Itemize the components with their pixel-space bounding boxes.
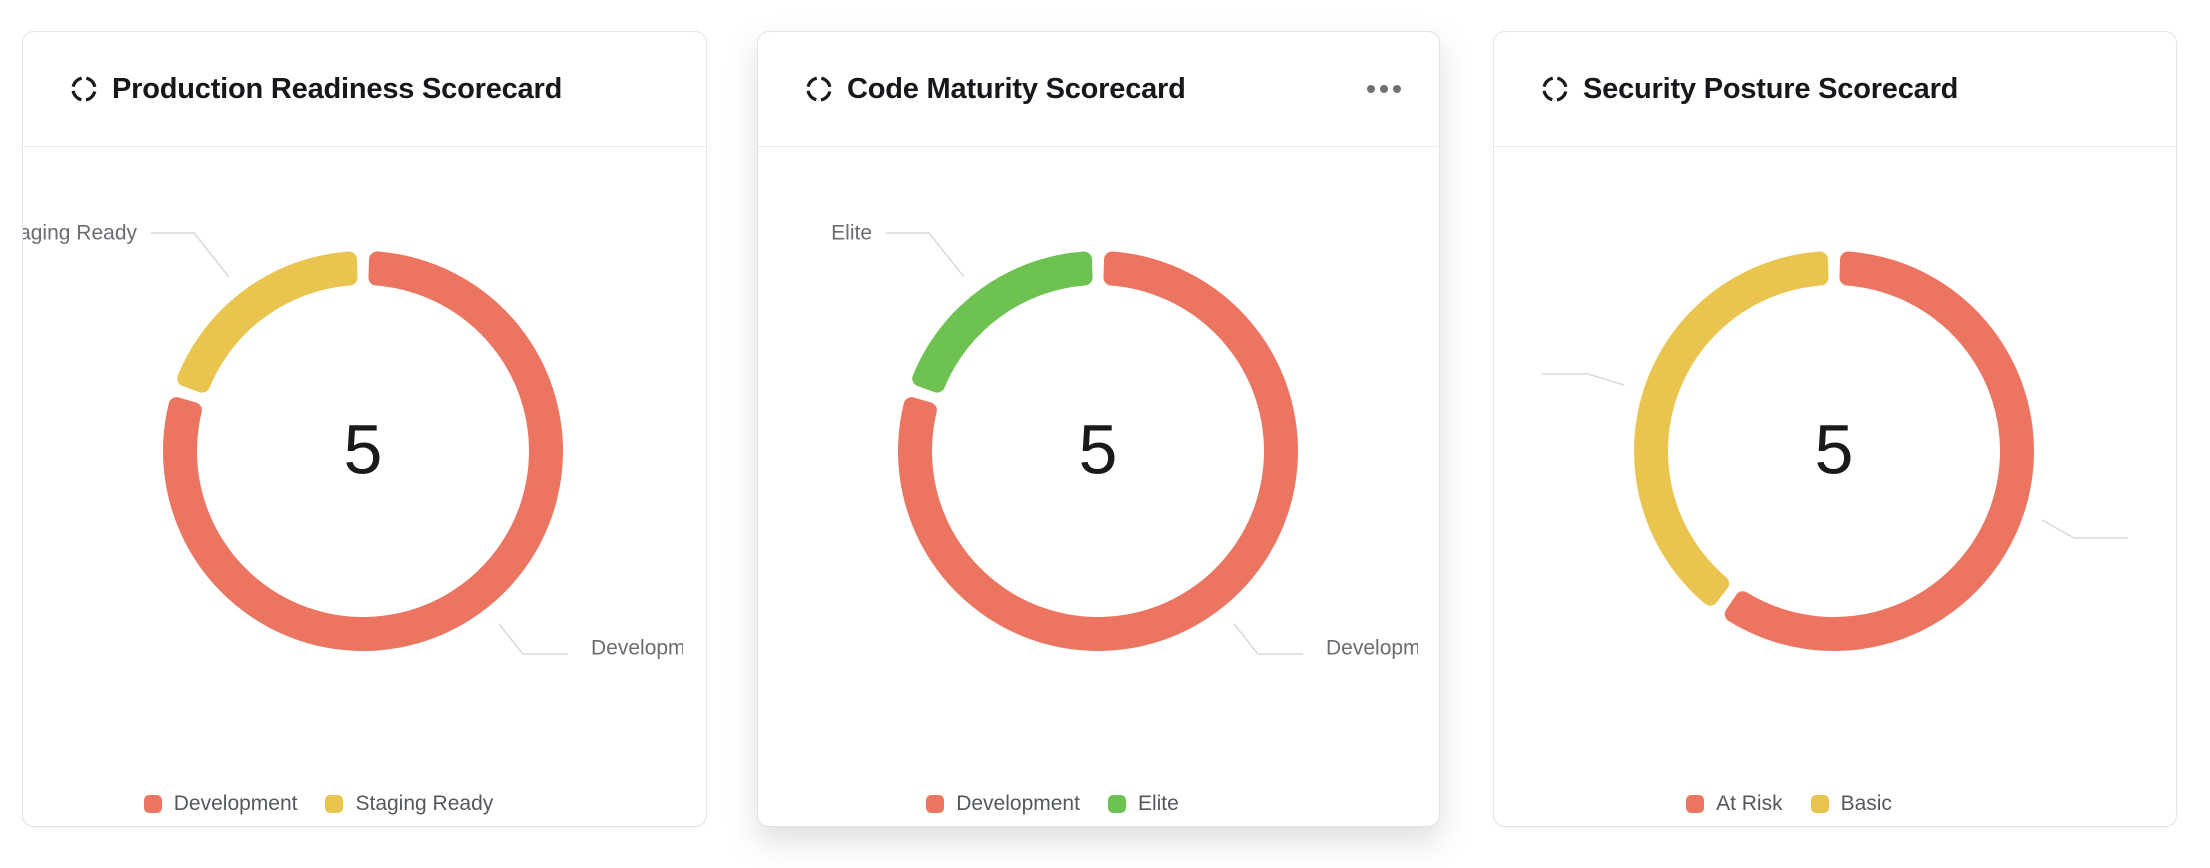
donut-center-value: 5 <box>1078 410 1118 489</box>
card-header: Production Readiness Scorecard <box>23 32 706 147</box>
donut-chart[interactable]: Staging Ready Development <box>23 148 706 826</box>
legend-label: Development <box>956 792 1080 815</box>
donut-center-value: 5 <box>1814 410 1854 489</box>
callout-label: Development <box>591 637 706 660</box>
callout-label: Elite <box>831 222 872 245</box>
scorecard-card-production-readiness: Production Readiness Scorecard Staging R… <box>22 31 707 827</box>
legend-label: At Risk <box>1716 792 1783 815</box>
legend-swatch <box>1686 795 1705 813</box>
callout-leader-line <box>886 232 965 278</box>
ellipsis-menu-icon <box>1367 85 1375 93</box>
legend-label: Staging Ready <box>355 792 494 815</box>
callout-leader-line <box>1542 373 1625 386</box>
legend-swatch <box>143 795 162 813</box>
scorecard-card-code-maturity: Code Maturity Scorecard Elite Development… <box>757 31 1440 827</box>
donut-chart[interactable] <box>1494 148 2176 826</box>
circle-dashed-icon <box>71 76 97 102</box>
card-body: Staging Ready Development 5 Development S… <box>23 148 706 826</box>
donut-segment-staging-ready[interactable] <box>177 251 358 393</box>
donut-chart[interactable]: Elite Development <box>758 148 1439 826</box>
chart-legend: Development Staging Ready <box>23 792 660 816</box>
legend-swatch <box>1810 795 1829 813</box>
legend-label: Basic <box>1840 792 1892 815</box>
legend-label: Development <box>173 792 298 815</box>
legend-swatch <box>325 795 344 813</box>
card-body: 5 At Risk Basic <box>1494 148 2176 826</box>
scorecard-card-security-posture: Security Posture Scorecard 5 At Risk Bas… <box>1493 31 2177 827</box>
donut-segment-elite[interactable] <box>912 251 1093 393</box>
legend-item[interactable]: At Risk <box>1686 792 1783 816</box>
circle-dashed-icon <box>1542 76 1568 102</box>
legend-swatch <box>926 795 945 813</box>
card-title: Security Posture Scorecard <box>1583 72 1959 105</box>
card-header: Security Posture Scorecard <box>1494 32 2176 147</box>
chart-legend: Development Elite <box>758 792 1393 816</box>
ellipsis-menu-icon <box>1380 85 1388 93</box>
legend-item[interactable]: Development <box>926 792 1080 816</box>
donut-segment-basic[interactable] <box>1633 251 1829 606</box>
card-menu-button[interactable] <box>1365 79 1403 99</box>
donut-center-value: 5 <box>343 410 383 489</box>
card-body: Elite Development 5 Development Elite <box>758 148 1439 826</box>
ellipsis-menu-icon <box>1393 85 1401 93</box>
legend-item[interactable]: Elite <box>1107 792 1179 816</box>
donut-segment-at-risk[interactable] <box>1724 251 2034 651</box>
callout-label: Staging Ready <box>23 222 137 245</box>
card-header: Code Maturity Scorecard <box>758 32 1439 147</box>
legend-swatch <box>1107 795 1126 813</box>
callout-leader-line <box>2041 519 2128 539</box>
legend-item[interactable]: Basic <box>1810 792 1892 816</box>
callout-leader-line <box>498 623 568 655</box>
callout-leader-line <box>1233 623 1303 655</box>
card-title: Production Readiness Scorecard <box>112 72 563 105</box>
circle-dashed-icon <box>806 76 832 102</box>
chart-legend: At Risk Basic <box>1494 792 2130 816</box>
callout-label: Development <box>1326 637 1439 660</box>
legend-item[interactable]: Development <box>143 792 298 816</box>
legend-item[interactable]: Staging Ready <box>325 792 493 816</box>
callout-leader-line <box>151 232 230 278</box>
card-title: Code Maturity Scorecard <box>847 72 1186 105</box>
legend-label: Elite <box>1137 792 1179 815</box>
